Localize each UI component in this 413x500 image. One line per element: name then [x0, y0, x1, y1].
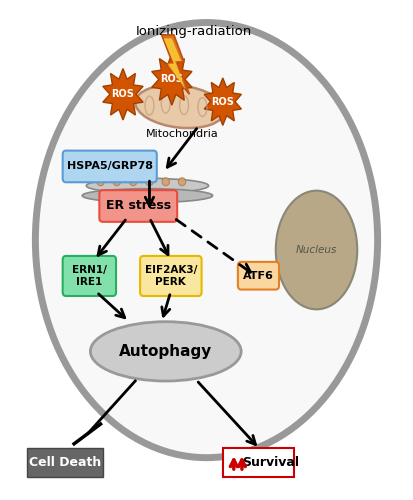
FancyBboxPatch shape: [63, 150, 157, 182]
Text: ROS: ROS: [112, 89, 134, 99]
Text: EIF2AK3/
PERK: EIF2AK3/ PERK: [145, 265, 197, 287]
FancyBboxPatch shape: [140, 256, 202, 296]
Ellipse shape: [162, 178, 169, 186]
FancyBboxPatch shape: [27, 448, 102, 478]
FancyBboxPatch shape: [238, 262, 279, 289]
Text: ER stress: ER stress: [106, 200, 171, 212]
Text: Autophagy: Autophagy: [119, 344, 212, 359]
Text: ATF6: ATF6: [243, 270, 274, 280]
Text: Mitochondria: Mitochondria: [146, 129, 218, 139]
Ellipse shape: [97, 178, 104, 186]
Text: Cell Death: Cell Death: [29, 456, 101, 469]
FancyBboxPatch shape: [63, 256, 116, 296]
Text: Survival: Survival: [242, 456, 299, 469]
Ellipse shape: [36, 22, 377, 458]
Ellipse shape: [130, 178, 137, 186]
Text: Nucleus: Nucleus: [296, 245, 337, 255]
Ellipse shape: [146, 178, 153, 186]
Text: ROS: ROS: [160, 74, 183, 85]
Text: ERN1/
IRE1: ERN1/ IRE1: [72, 265, 107, 287]
Text: ROS: ROS: [211, 96, 234, 106]
Ellipse shape: [113, 178, 121, 186]
Ellipse shape: [82, 188, 213, 202]
Ellipse shape: [90, 322, 241, 381]
Polygon shape: [152, 54, 192, 105]
Polygon shape: [103, 68, 143, 120]
Polygon shape: [204, 78, 241, 126]
Text: Ionizing-radiation: Ionizing-radiation: [136, 25, 252, 38]
Ellipse shape: [86, 178, 209, 193]
Polygon shape: [161, 35, 190, 94]
Polygon shape: [164, 38, 185, 90]
Ellipse shape: [276, 190, 357, 310]
FancyBboxPatch shape: [100, 190, 177, 222]
FancyBboxPatch shape: [223, 448, 294, 478]
Text: HSPA5/GRP78: HSPA5/GRP78: [67, 162, 153, 172]
Ellipse shape: [135, 85, 225, 128]
Ellipse shape: [178, 178, 186, 186]
